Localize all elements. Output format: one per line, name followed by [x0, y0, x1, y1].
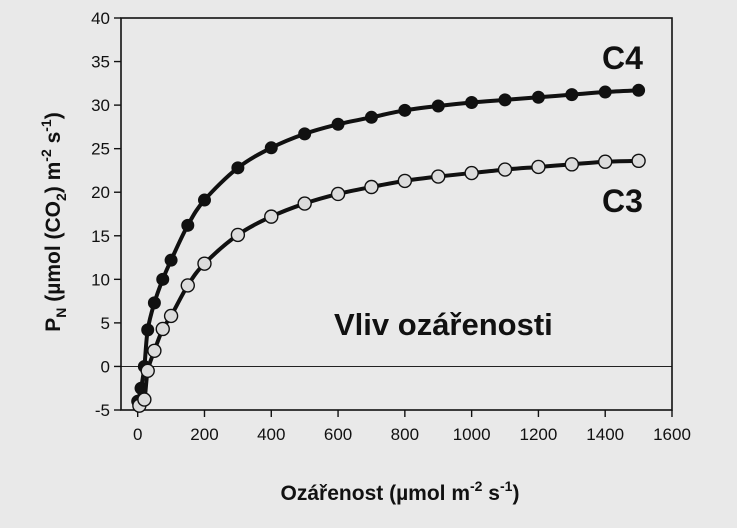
- chart-annotation: Vliv ozářenosti: [334, 307, 553, 342]
- y-tick-label: 0: [101, 357, 110, 376]
- data-point-c4: [147, 296, 161, 310]
- y-tick-label: 30: [91, 96, 110, 115]
- data-point-c4: [364, 110, 378, 124]
- data-point-c4: [632, 83, 646, 97]
- x-tick-label: 1600: [653, 425, 691, 444]
- data-point-c3: [564, 157, 580, 172]
- data-point-c3: [598, 154, 613, 169]
- data-point-c3: [197, 256, 212, 271]
- data-point-c3: [264, 209, 279, 224]
- data-point-c4: [431, 99, 445, 113]
- x-axis-title: Ozářenost (µmol m-2 s-1): [281, 478, 520, 505]
- data-point-c4: [156, 272, 170, 286]
- data-point-c3: [137, 392, 152, 407]
- data-point-c3: [147, 343, 162, 358]
- data-point-c4: [231, 161, 245, 175]
- x-tick-label: 1400: [586, 425, 624, 444]
- x-tick-label: 200: [190, 425, 218, 444]
- y-axis-title: PN (µmol (CO2) m-2 s-1): [38, 112, 69, 331]
- y-tick-label: 10: [91, 270, 110, 289]
- data-point-c4: [465, 95, 479, 109]
- series-line-c3: [137, 158, 639, 408]
- data-point-c3: [180, 278, 195, 293]
- y-tick-label: 40: [91, 9, 110, 28]
- data-point-c4: [164, 253, 178, 267]
- x-tick-label: 1200: [520, 425, 558, 444]
- data-point-c3: [531, 159, 546, 175]
- x-tick-label: 0: [133, 425, 142, 444]
- data-point-c4: [331, 117, 345, 131]
- series-line-c4: [135, 88, 639, 402]
- plot-frame: [120, 17, 673, 411]
- data-point-c4: [141, 323, 155, 337]
- y-tick-label: -5: [95, 401, 110, 420]
- data-point-c4: [565, 88, 579, 102]
- data-point-c4: [197, 193, 211, 207]
- y-tick-label: 25: [91, 140, 110, 159]
- data-point-c3: [631, 153, 646, 169]
- x-tick-label: 400: [257, 425, 285, 444]
- y-tick-label: 5: [101, 314, 110, 333]
- y-tick-label: 15: [91, 227, 110, 246]
- data-point-c3: [364, 179, 379, 195]
- data-point-c4: [264, 141, 278, 155]
- series-label-c4: C4: [602, 40, 643, 76]
- data-point-c4: [598, 85, 612, 99]
- series-label-c3: C3: [602, 183, 643, 219]
- data-point-c4: [531, 90, 545, 104]
- data-point-c4: [498, 93, 512, 107]
- data-point-c3: [464, 165, 479, 181]
- y-tick-label: 20: [91, 183, 110, 202]
- data-point-c3: [431, 169, 446, 184]
- x-tick-label: 600: [324, 425, 352, 444]
- data-point-c3: [330, 186, 346, 202]
- series-layer: [131, 83, 646, 413]
- data-point-c3: [140, 363, 155, 378]
- data-point-c3: [497, 162, 513, 177]
- data-point-c3: [155, 321, 170, 337]
- data-point-c3: [297, 196, 312, 211]
- x-tick-label: 1000: [453, 425, 491, 444]
- data-point-c3: [163, 308, 179, 324]
- axes-layer: 0 200 400 600 800 1000 1200 1400 1600 -5 0 5 10 15 20 2…: [91, 9, 691, 444]
- data-point-c3: [230, 227, 246, 243]
- x-tick-label: 800: [391, 425, 419, 444]
- data-point-c4: [181, 218, 195, 232]
- data-point-c4: [298, 127, 312, 141]
- data-point-c3: [397, 173, 413, 189]
- data-point-c4: [398, 103, 412, 117]
- y-tick-label: 35: [91, 53, 110, 72]
